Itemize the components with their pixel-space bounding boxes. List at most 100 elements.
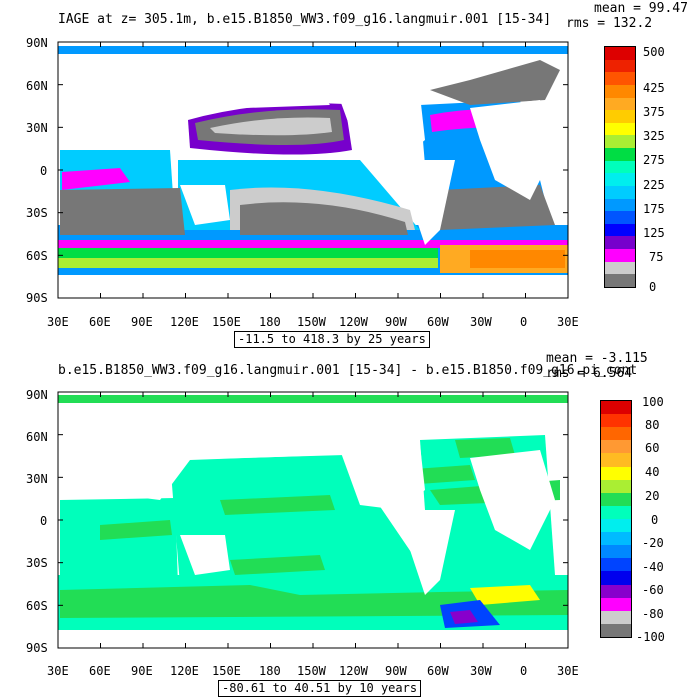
panel2-colorbar-label: 60	[645, 441, 660, 455]
colorbar-swatch	[601, 466, 631, 481]
panel1-lon-label: 150W	[297, 315, 326, 329]
panel2-colorbar-label: 80	[645, 418, 660, 432]
panel2-colorbar	[600, 400, 632, 638]
panel1-rms: rms = 132.2	[566, 16, 653, 31]
panel2-lon-label: 90E	[131, 664, 153, 678]
panel1-colorbar-label: 75	[649, 250, 664, 264]
panel1-continents	[58, 54, 555, 245]
panel1-lat-label: 90N	[26, 36, 48, 50]
panel2-lat-label: 30N	[26, 472, 48, 486]
colorbar-swatch	[601, 492, 631, 507]
panel2-lon-label: 30W	[470, 664, 492, 678]
panel2-lat-label: 60S	[26, 599, 48, 613]
colorbar-swatch	[605, 211, 635, 225]
panel1-colorbar-label: 375	[643, 105, 665, 119]
panel2-lon-label: 30E	[557, 664, 579, 678]
panel2-colorbar-label: -40	[642, 560, 664, 574]
panel2-colorbar-label: -60	[642, 583, 664, 597]
colorbar-swatch	[605, 59, 635, 73]
panel1-lon-label: 120E	[170, 315, 199, 329]
panel1-lat-label: 90S	[26, 291, 48, 305]
colorbar-swatch	[605, 84, 635, 99]
panel2-lon-label: 30E	[47, 664, 69, 678]
colorbar-swatch	[601, 597, 631, 612]
panel1-lon-label: 90E	[131, 315, 153, 329]
colorbar-swatch	[601, 427, 631, 441]
panel2-rms: rms = 6.564	[546, 366, 633, 381]
colorbar-swatch	[601, 532, 631, 546]
colorbar-swatch	[601, 440, 631, 454]
panel1-lat-label: 30N	[26, 121, 48, 135]
colorbar-swatch	[605, 236, 635, 250]
panel1-lon-label: 30E	[557, 315, 579, 329]
panel2-lat-label: 0	[40, 514, 48, 528]
panel1-lat-label: 30S	[26, 206, 48, 220]
panel2-lon-label: 150E	[212, 664, 241, 678]
panel2-colorbar-label: 0	[651, 513, 659, 527]
panel2-colorbar-label: -80	[642, 607, 664, 621]
panel1-lat-label: 60S	[26, 249, 48, 263]
panel1-colorbar-label: 0	[649, 280, 657, 294]
panel1-colorbar-label: 125	[643, 226, 665, 240]
colorbar-swatch	[601, 545, 631, 559]
panel2-lon-label: 0	[520, 664, 528, 678]
colorbar-swatch	[605, 97, 635, 111]
colorbar-swatch	[605, 160, 635, 174]
colorbar-swatch	[605, 249, 635, 263]
colorbar-swatch	[601, 414, 631, 428]
panel2-continents	[58, 404, 555, 595]
panel1-colorbar-label: 425	[643, 81, 665, 95]
panel1-lon-label: 180	[259, 315, 281, 329]
panel1-ticks	[57, 41, 569, 299]
panel2-lat-label: 60N	[26, 430, 48, 444]
colorbar-swatch	[601, 519, 631, 533]
panel2-colorbar-label: -100	[636, 630, 665, 644]
colorbar-swatch	[601, 584, 631, 599]
colorbar-swatch	[605, 148, 635, 162]
colorbar-swatch	[601, 571, 631, 586]
panel1-range-box: -11.5 to 418.3 by 25 years	[234, 331, 430, 349]
panel2-lat-label: 90N	[26, 388, 48, 402]
panel2-lon-label: 120W	[339, 664, 368, 678]
colorbar-swatch	[605, 198, 635, 212]
panel2-title: b.e15.B1850_WW3.f09_g16.langmuir.001 [15…	[58, 364, 638, 377]
panel2-lon-label: 180	[259, 664, 281, 678]
colorbar-swatch	[605, 274, 635, 288]
panel1-colorbar-label: 500	[643, 45, 665, 59]
colorbar-swatch	[601, 558, 631, 572]
colorbar-swatch	[605, 110, 635, 124]
panel1-lon-label: 90W	[385, 315, 407, 329]
panel1-lon-label: 30W	[470, 315, 492, 329]
colorbar-swatch	[601, 401, 631, 415]
panel2-mean: mean = -3.115	[546, 351, 648, 366]
panel1-lat-label: 60N	[26, 79, 48, 93]
panel1-colorbar-label: 275	[643, 153, 665, 167]
panel1-lon-label: 150E	[212, 315, 241, 329]
panel2-range-box: -80.61 to 40.51 by 10 years	[218, 680, 422, 698]
panel1-lon-label: 30E	[47, 315, 69, 329]
panel1-lon-label: 60W	[427, 315, 449, 329]
panel2-lon-label: 120E	[170, 664, 199, 678]
panel1-lat-label: 0	[40, 164, 48, 178]
colorbar-swatch	[601, 610, 631, 625]
panel2-colorbar-label: -20	[642, 536, 664, 550]
panel1-colorbar	[604, 46, 636, 288]
panel2-lon-label: 90W	[385, 664, 407, 678]
panel1-lon-label: 120W	[339, 315, 368, 329]
panel2-colorbar-label: 20	[645, 489, 660, 503]
panel1-colorbar-label: 175	[643, 202, 665, 216]
colorbar-swatch	[601, 479, 631, 494]
panel2-lon-label: 60E	[89, 664, 111, 678]
panel2-colorbar-label: 100	[642, 395, 664, 409]
panel1-lon-label: 60E	[89, 315, 111, 329]
colorbar-swatch	[605, 122, 635, 136]
panel1-lon-label: 0	[520, 315, 528, 329]
panel2-ticks	[57, 391, 569, 649]
panel1-colorbar-label: 225	[643, 178, 665, 192]
colorbar-swatch	[605, 47, 635, 61]
panel1-colorbar-label: 325	[643, 129, 665, 143]
panel2-colorbar-label: 40	[645, 465, 660, 479]
panel2-lon-label: 60W	[427, 664, 449, 678]
